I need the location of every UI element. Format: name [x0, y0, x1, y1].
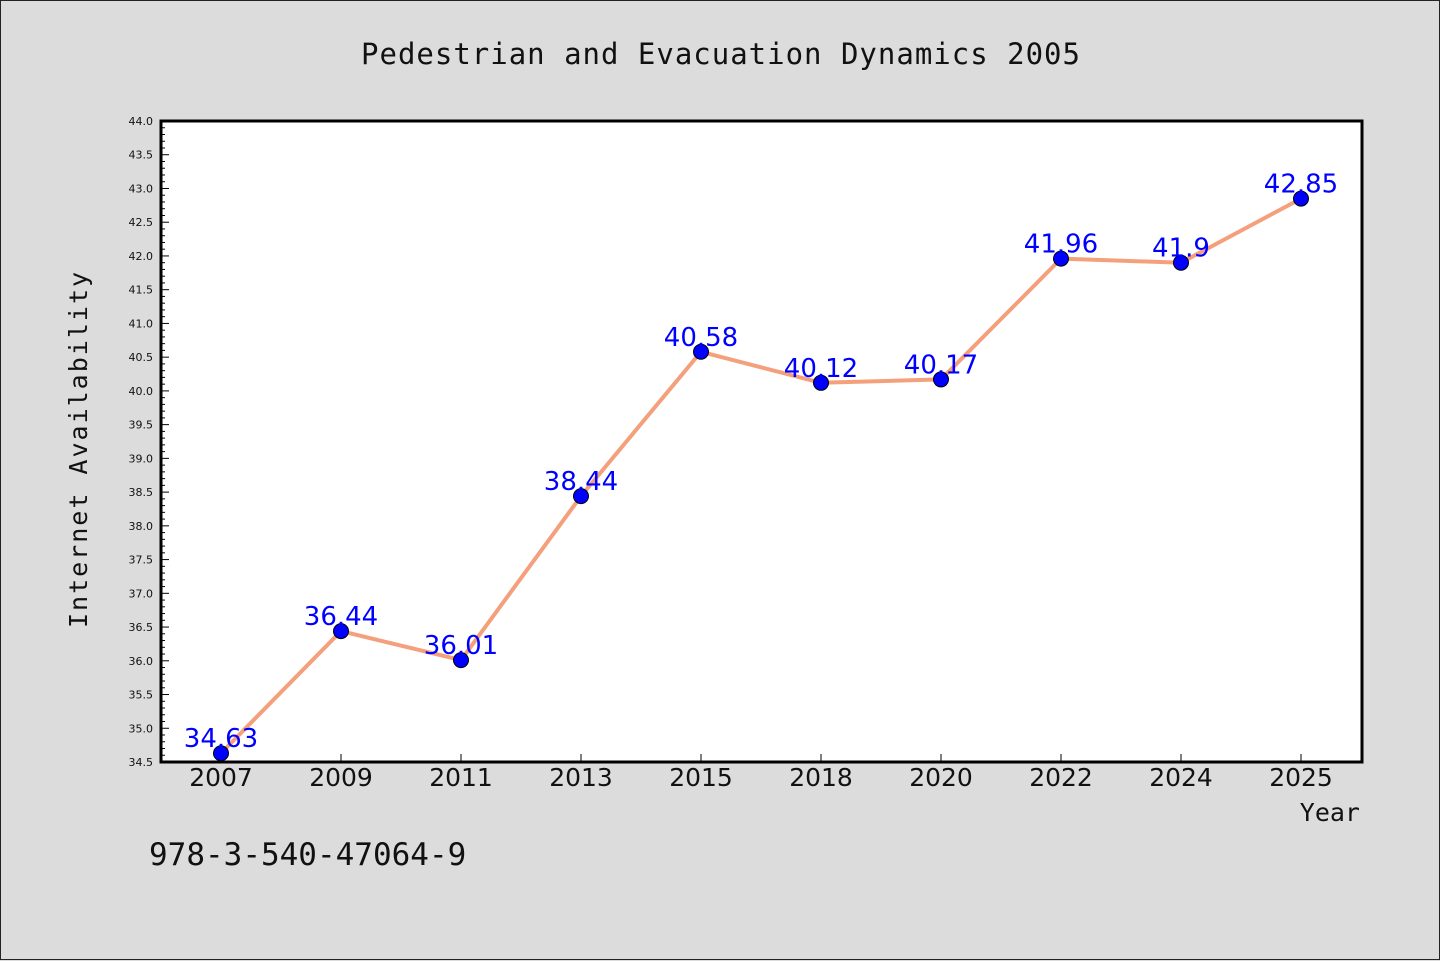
- data-label: 40.12: [784, 354, 858, 384]
- data-label: 36.44: [304, 602, 378, 632]
- series-line: [219, 196, 1302, 755]
- y-tick-label: 37.5: [129, 554, 154, 567]
- chart-title: Pedestrian and Evacuation Dynamics 2005: [361, 37, 1081, 71]
- series-layer: [213, 190, 1309, 762]
- x-tick-label: 2011: [429, 763, 493, 792]
- x-tick-label: 2007: [189, 763, 253, 792]
- data-point: [1293, 190, 1309, 207]
- x-tick-label: 2024: [1149, 763, 1213, 792]
- data-point: [573, 488, 589, 505]
- y-tick-label: 44.0: [129, 115, 154, 128]
- y-tick-label: 40.5: [129, 351, 154, 364]
- data-label: 41.96: [1024, 230, 1098, 260]
- x-tick-label: 2022: [1029, 763, 1093, 792]
- y-tick-label: 38.5: [129, 486, 154, 499]
- y-tick-label: 40.0: [129, 385, 154, 398]
- y-tick-label: 41.0: [129, 317, 154, 330]
- data-label: 38.44: [544, 467, 618, 497]
- data-label: 40.58: [664, 323, 738, 353]
- x-axis: 2007 2009 2011 2013 2015 2018 2020 2022 2024 2025: [189, 754, 1333, 792]
- data-point: [1173, 254, 1189, 271]
- x-tick-label: 2013: [549, 763, 613, 792]
- y-tick-label: 39.5: [129, 419, 154, 432]
- y-tick-label: 39.0: [129, 452, 154, 465]
- data-point: [453, 652, 469, 669]
- y-tick-label: 41.5: [129, 284, 154, 297]
- data-point: [333, 623, 349, 640]
- x-axis-title: Year: [1300, 798, 1360, 827]
- data-point: [693, 343, 709, 360]
- data-label: 42.85: [1264, 170, 1338, 200]
- data-label: 41.9: [1152, 234, 1210, 264]
- y-tick-label: 43.0: [129, 182, 154, 195]
- y-tick-label: 36.5: [129, 621, 154, 634]
- data-point: [933, 371, 949, 388]
- data-point: [213, 745, 229, 762]
- y-axis: 34.5 35.0 35.5 36.0 36.5 37.0 37.5 38.0 38.5 39.0…: [129, 115, 169, 769]
- y-axis-title: Internet Availability: [64, 270, 93, 628]
- x-tick-label: 2015: [669, 763, 733, 792]
- x-tick-label: 2018: [789, 763, 853, 792]
- data-point: [813, 374, 829, 391]
- data-label: 40.17: [904, 350, 978, 380]
- y-tick-label: 36.0: [129, 655, 154, 668]
- y-tick-label: 43.5: [129, 149, 154, 162]
- data-label-layer: 34.63 36.44 36.01 38.44 40.58 40.12 40.17 41.96…: [184, 170, 1338, 755]
- x-tick-label: 2025: [1269, 763, 1333, 792]
- x-tick-label: 2009: [309, 763, 373, 792]
- y-tick-label: 35.5: [129, 689, 154, 702]
- x-tick-label: 2020: [909, 763, 973, 792]
- y-tick-label: 37.0: [129, 587, 154, 600]
- plot-area: [159, 119, 1364, 764]
- data-label: 34.63: [184, 724, 258, 754]
- y-tick-label: 34.5: [129, 756, 154, 769]
- footnote-isbn: 978-3-540-47064-9: [149, 837, 466, 873]
- y-tick-label: 38.0: [129, 520, 154, 533]
- data-point: [1053, 250, 1069, 267]
- y-tick-label: 35.0: [129, 722, 154, 735]
- y-tick-label: 42.5: [129, 216, 154, 229]
- data-label: 36.01: [424, 631, 498, 661]
- y-tick-label: 42.0: [129, 250, 154, 263]
